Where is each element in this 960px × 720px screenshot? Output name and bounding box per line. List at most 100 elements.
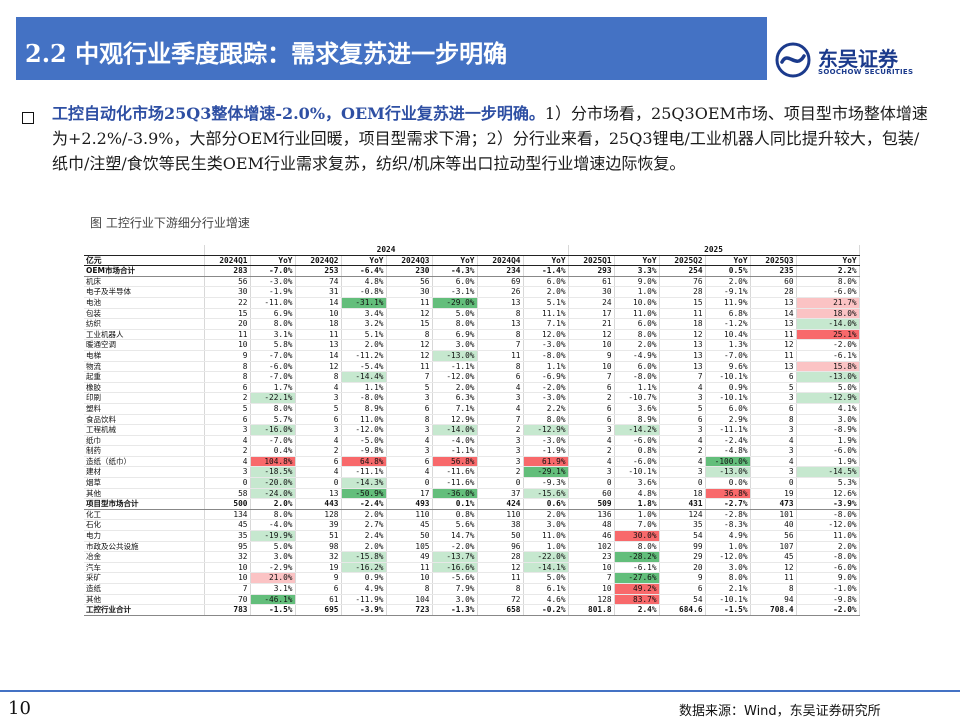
yoy-cell: 0.8% xyxy=(432,509,478,521)
value-cell: 94 xyxy=(750,594,797,606)
value-cell: 8 xyxy=(477,329,524,341)
row-label: 印刷 xyxy=(84,392,205,404)
value-cell: 48 xyxy=(568,519,615,532)
yoy-cell: -31.1% xyxy=(341,297,387,309)
yoy-cell: 11.1% xyxy=(523,308,569,320)
yoy-cell: -8.9% xyxy=(796,424,860,436)
yoy-cell: -12.0% xyxy=(705,551,751,563)
value-cell: 58 xyxy=(204,488,251,500)
yoy-cell: 2.4% xyxy=(341,530,387,542)
value-cell: 46 xyxy=(568,530,615,542)
yoy-cell: 2.0% xyxy=(250,498,296,510)
yoy-cell: -13.0% xyxy=(705,466,751,479)
yoy-cell: -12.9% xyxy=(523,424,569,436)
yoy-cell: -14.2% xyxy=(614,424,660,436)
value-cell: 35 xyxy=(204,530,251,542)
yoy-cell: 1.0% xyxy=(614,286,660,298)
table-row: 纸巾 4 -7.0% 4 -5.0% 4 -4.0% 3 -3.0% 4 -6.0% 4 -2.4% 4 1… xyxy=(84,435,860,447)
yoy-cell: -13.0% xyxy=(796,371,860,383)
company-logo: 东吴证券 SOOCHOW SECURITIES xyxy=(774,42,924,82)
value-cell: 20 xyxy=(204,318,251,330)
yoy-cell: -2.4% xyxy=(341,498,387,510)
yoy-cell: 2.0% xyxy=(432,382,478,394)
yoy-cell: 1.8% xyxy=(614,498,660,510)
page-number: 10 xyxy=(8,698,31,719)
yoy-cell: 21.7% xyxy=(796,297,860,309)
value-cell: 10 xyxy=(568,562,615,574)
logo-text-cn: 东吴证券 xyxy=(818,47,898,71)
column-header: YoY xyxy=(614,255,660,267)
table-body: OEM市场合计 283 -7.0% 253 -6.4% 230 -4.3% 234 -1.4% 2… xyxy=(84,265,860,616)
value-cell: 9 xyxy=(295,572,342,584)
yoy-cell: -8.0% xyxy=(614,371,660,383)
value-cell: 11 xyxy=(750,350,797,362)
yoy-cell: -22.0% xyxy=(523,551,569,563)
yoy-cell: -36.0% xyxy=(432,488,478,500)
value-cell: 76 xyxy=(659,276,706,288)
yoy-cell: -10.1% xyxy=(705,371,751,383)
yoy-cell: 10.0% xyxy=(614,297,660,309)
yoy-cell: -10.1% xyxy=(705,392,751,404)
yoy-cell: 1.1% xyxy=(614,382,660,394)
value-cell: 134 xyxy=(204,509,251,521)
value-cell: 2 xyxy=(568,445,615,457)
table-row: 其他 70 -46.1% 61 -11.9% 104 3.0% 72 4.6% 128 83.7% 5… xyxy=(84,594,860,606)
yoy-cell: 3.0% xyxy=(432,339,478,351)
row-label: OEM市场合计 xyxy=(84,265,205,277)
yoy-cell: -3.0% xyxy=(250,276,296,288)
yoy-cell: 3.1% xyxy=(250,583,296,595)
value-cell: 4 xyxy=(750,456,797,468)
yoy-cell: -18.5% xyxy=(250,466,296,479)
yoy-cell: -16.2% xyxy=(341,562,387,574)
value-cell: 13 xyxy=(659,339,706,351)
yoy-cell: -11.6% xyxy=(432,466,478,479)
yoy-cell: -5.0% xyxy=(341,435,387,447)
table-row: 起重 8 -7.0% 8 -14.4% 7 -12.0% 6 -6.9% 7 -8.0% 7 -10.1… xyxy=(84,371,860,383)
table-row: 石化 45 -4.0% 39 2.7% 45 5.6% 38 3.0% 48 7.0% 35 -8.3%… xyxy=(84,519,860,532)
yoy-cell: 2.0% xyxy=(523,509,569,521)
value-cell: 13 xyxy=(295,339,342,351)
yoy-cell: 2.7% xyxy=(341,519,387,532)
value-cell: 72 xyxy=(477,594,524,606)
yoy-cell: -1.3% xyxy=(432,604,478,616)
value-cell: 8 xyxy=(386,583,433,595)
yoy-cell: 12.9% xyxy=(432,414,478,426)
yoy-cell: -8.0% xyxy=(523,350,569,362)
value-cell: 4 xyxy=(477,403,524,415)
yoy-cell: 3.1% xyxy=(250,329,296,341)
value-cell: 19 xyxy=(295,562,342,574)
yoy-cell: 6.0% xyxy=(432,276,478,288)
value-cell: 5 xyxy=(295,403,342,415)
table-row: 电子及半导体 30 -1.9% 31 -0.8% 30 -3.1% 26 2.0% 30 1.0% 2… xyxy=(84,286,860,298)
row-label: 化工 xyxy=(84,509,205,521)
value-cell: 424 xyxy=(477,498,524,510)
value-cell: 3 xyxy=(750,445,797,457)
yoy-cell: 5.0% xyxy=(432,308,478,320)
row-label: 烟草 xyxy=(84,477,205,489)
value-cell: 4 xyxy=(386,466,433,479)
yoy-cell: 4.9% xyxy=(705,530,751,542)
yoy-cell: -11.6% xyxy=(432,477,478,489)
yoy-cell: 12.6% xyxy=(796,488,860,500)
yoy-cell: -9.8% xyxy=(796,594,860,606)
value-cell: 493 xyxy=(386,498,433,510)
yoy-cell: 6.0% xyxy=(614,318,660,330)
value-cell: 473 xyxy=(750,498,797,510)
yoy-cell: -2.0% xyxy=(523,382,569,394)
yoy-cell: -46.1% xyxy=(250,594,296,606)
value-cell: 10 xyxy=(204,572,251,584)
data-source: 数据来源：Wind，东吴证券研究所 xyxy=(679,704,881,719)
value-cell: 3 xyxy=(659,392,706,404)
row-label: 起重 xyxy=(84,371,205,383)
value-cell: 4 xyxy=(204,435,251,447)
value-cell: 24 xyxy=(568,297,615,309)
value-cell: 22 xyxy=(204,297,251,309)
value-cell: 32 xyxy=(295,551,342,563)
yoy-cell: 3.0% xyxy=(523,519,569,532)
value-cell: 15 xyxy=(659,297,706,309)
yoy-cell: -1.9% xyxy=(523,445,569,457)
yoy-cell: 104.8% xyxy=(250,456,296,468)
value-cell: 101 xyxy=(750,509,797,521)
value-cell: 11 xyxy=(295,329,342,341)
value-cell: 254 xyxy=(659,265,706,277)
